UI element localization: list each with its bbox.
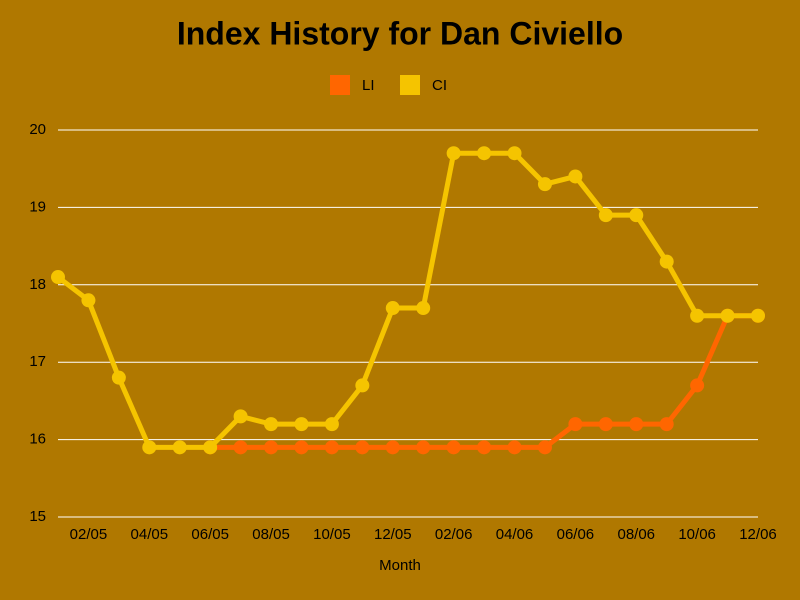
data-point — [568, 169, 583, 184]
y-tick-label: 16 — [29, 431, 46, 448]
data-point — [416, 440, 431, 455]
data-point — [720, 308, 735, 323]
data-point — [446, 146, 461, 161]
y-tick-label: 17 — [29, 353, 46, 370]
x-tick-label: 10/06 — [678, 526, 716, 543]
data-point — [446, 440, 461, 455]
legend-swatch — [330, 75, 350, 95]
data-point — [507, 440, 522, 455]
data-point — [294, 417, 309, 432]
y-tick-label: 18 — [29, 276, 46, 293]
data-point — [233, 440, 248, 455]
data-point — [294, 440, 309, 455]
y-tick-label: 15 — [29, 508, 46, 525]
data-point — [264, 440, 279, 455]
data-point — [537, 440, 552, 455]
x-tick-label: 02/06 — [435, 526, 473, 543]
data-point — [751, 308, 765, 323]
data-point — [355, 440, 370, 455]
chart-title: Index History for Dan Civiello — [177, 15, 623, 51]
data-point — [629, 417, 644, 432]
data-point — [203, 440, 218, 455]
legend-label: LI — [362, 77, 375, 94]
x-tick-label: 04/06 — [496, 526, 534, 543]
data-point — [416, 301, 431, 316]
data-point — [264, 417, 279, 432]
data-point — [568, 417, 583, 432]
x-axis-label: Month — [379, 557, 421, 574]
data-point — [111, 370, 126, 385]
data-point — [233, 409, 248, 424]
data-point — [477, 440, 492, 455]
legend-swatch — [400, 75, 420, 95]
x-tick-label: 06/05 — [191, 526, 229, 543]
data-point — [507, 146, 522, 161]
data-point — [385, 301, 400, 316]
data-point — [598, 417, 613, 432]
data-point — [537, 177, 552, 192]
data-point — [172, 440, 187, 455]
x-tick-label: 12/05 — [374, 526, 412, 543]
data-point — [598, 208, 613, 223]
data-point — [659, 417, 674, 432]
data-point — [324, 440, 339, 455]
x-tick-label: 08/05 — [252, 526, 290, 543]
data-point — [355, 378, 370, 393]
x-tick-label: 08/06 — [617, 526, 655, 543]
legend-label: CI — [432, 77, 447, 94]
x-tick-label: 10/05 — [313, 526, 351, 543]
data-point — [629, 208, 644, 223]
y-tick-label: 19 — [29, 198, 46, 215]
x-tick-label: 06/06 — [557, 526, 595, 543]
data-point — [142, 440, 157, 455]
x-tick-label: 02/05 — [70, 526, 108, 543]
data-point — [477, 146, 492, 161]
data-point — [690, 378, 705, 393]
y-tick-label: 20 — [29, 121, 46, 138]
data-point — [659, 254, 674, 269]
data-point — [385, 440, 400, 455]
x-tick-label: 12/06 — [739, 526, 777, 543]
x-tick-label: 04/05 — [131, 526, 169, 543]
data-point — [690, 308, 705, 323]
data-point — [51, 270, 65, 285]
data-point — [81, 293, 96, 308]
data-point — [324, 417, 339, 432]
